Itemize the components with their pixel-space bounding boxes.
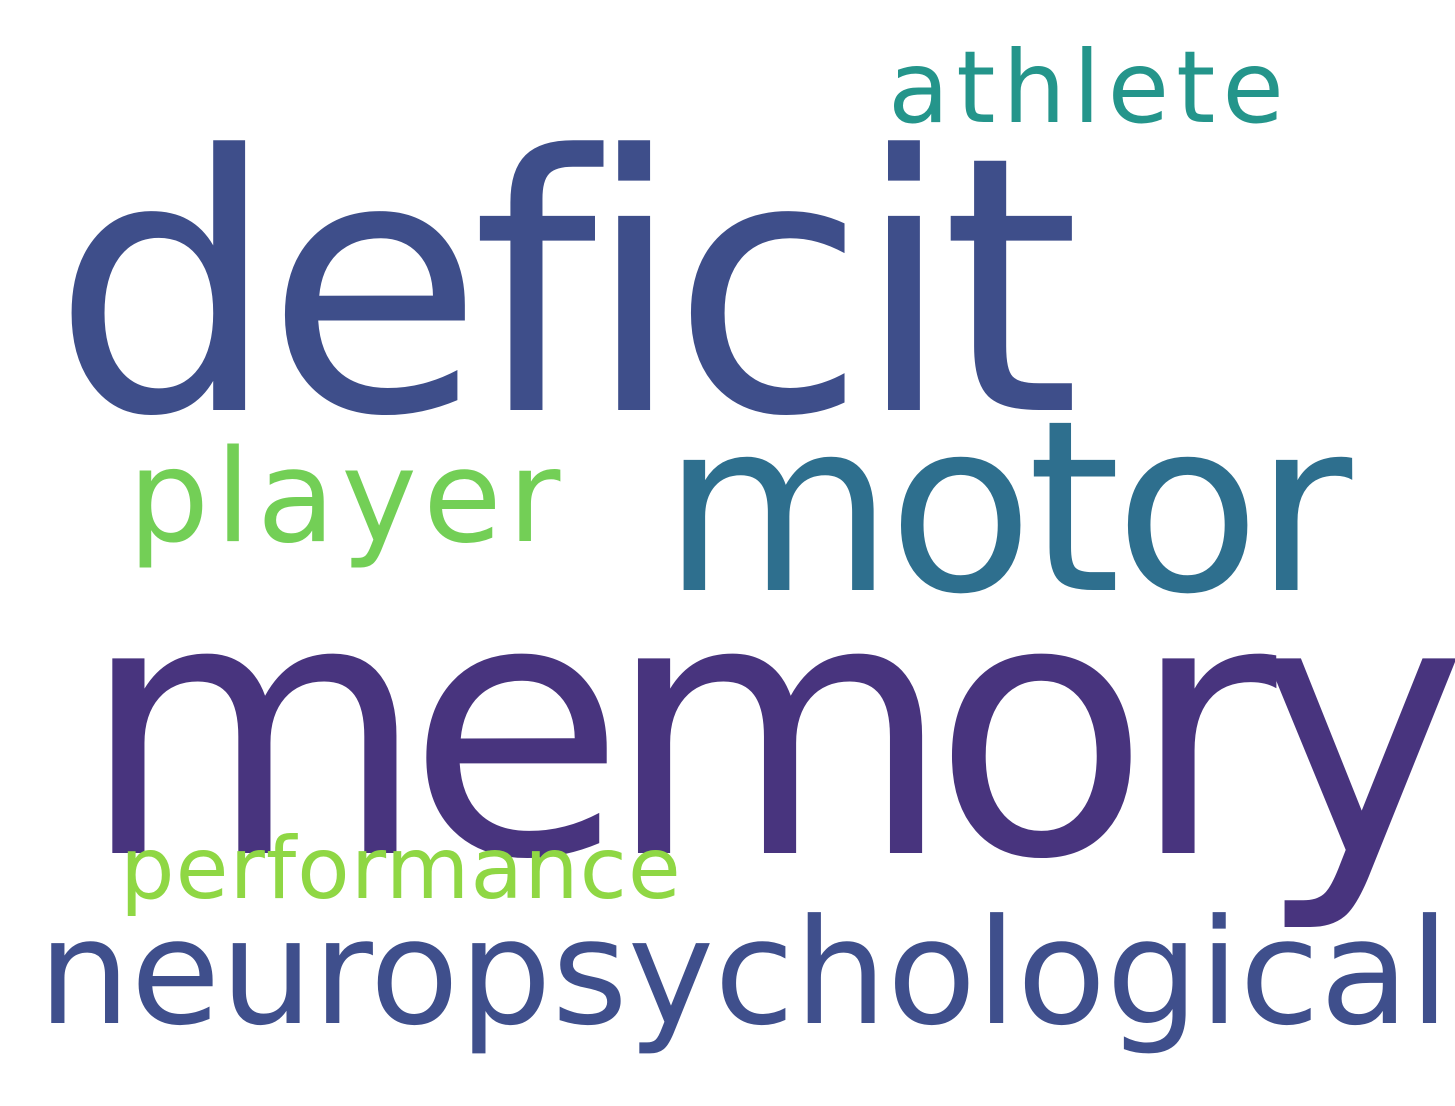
word-performance: performance: [120, 819, 682, 919]
word-neuropsychological: neuropsychological: [38, 888, 1450, 1058]
word-player: player: [128, 423, 567, 572]
word-memory: memory: [80, 523, 1455, 937]
word-motor: motor: [662, 370, 1352, 647]
word-athlete: athlete: [888, 29, 1291, 146]
word-deficit: deficit: [52, 80, 1080, 494]
